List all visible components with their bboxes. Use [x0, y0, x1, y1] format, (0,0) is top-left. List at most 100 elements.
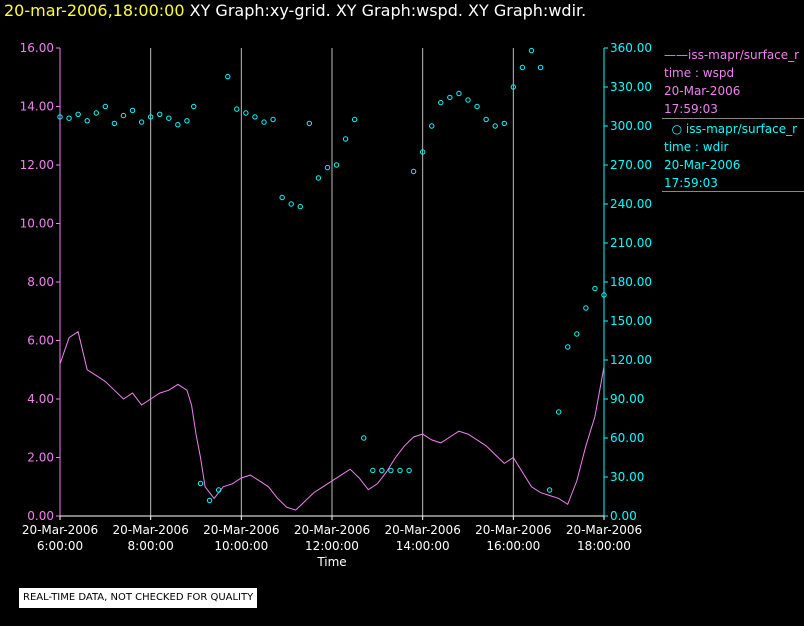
legend-wspd-variable: time : wspd — [664, 66, 735, 80]
right-axis-tick-label: 60.00 — [610, 431, 644, 445]
graph-list-label: XY Graph:xy-grid. XY Graph:wspd. XY Grap… — [189, 1, 587, 20]
series-wdir-point — [197, 480, 204, 487]
series-wdir-point — [574, 331, 580, 337]
chart-title: 20-mar-2006,18:00:00 XY Graph:xy-grid. X… — [4, 0, 586, 22]
series-wdir-point — [306, 120, 313, 127]
series-wdir-point — [288, 201, 294, 207]
legend-wdir: ○ iss-mapr/surface_r time : wdir 20-Mar-… — [664, 120, 804, 192]
series-wdir-point — [419, 149, 426, 155]
right-axis-tick-label: 90.00 — [610, 392, 644, 406]
series-wdir-point — [438, 99, 444, 106]
series-wdir-point — [93, 110, 99, 116]
series-wdir-point — [406, 467, 412, 474]
right-axis-tick-label: 0.00 — [610, 509, 637, 523]
series-wdir-point — [537, 64, 544, 71]
series-wdir-point — [342, 136, 349, 142]
series-wdir-point — [252, 114, 258, 120]
series-wdir-point — [492, 123, 498, 129]
series-wdir-point — [191, 103, 197, 110]
series-wdir-point — [157, 111, 163, 118]
x-tick-date-label: 20-Mar-2006 — [384, 523, 460, 537]
series-wdir-point — [324, 164, 331, 171]
series-wdir-point — [501, 120, 507, 127]
series-wdir-point — [351, 116, 358, 123]
legend-wspd-name: ——iss-mapr/surface_r — [664, 48, 800, 62]
series-wdir-point — [474, 103, 480, 110]
left-axis-tick-label: 16.00 — [20, 41, 54, 55]
left-axis-tick-label: 10.00 — [20, 217, 54, 231]
x-tick-date-label: 20-Mar-2006 — [203, 523, 279, 537]
legend-wspd-date: 20-Mar-2006 — [664, 84, 741, 98]
legend-divider — [662, 118, 804, 119]
series-wdir-point — [225, 73, 231, 80]
series-wdir-point — [175, 122, 181, 128]
series-wspd-line — [59, 330, 605, 511]
series-wdir-point — [483, 116, 489, 123]
series-wdir-point — [601, 292, 607, 298]
series-wdir-point — [583, 305, 589, 311]
x-tick-date-label: 20-Mar-2006 — [566, 523, 642, 537]
right-axis-tick-label: 120.00 — [610, 353, 652, 367]
series-wdir-point — [429, 123, 435, 129]
legend-wspd-time: 17:59:03 — [664, 102, 718, 116]
series-wdir-point — [370, 467, 376, 474]
right-axis-tick-label: 240.00 — [610, 197, 652, 211]
series-wdir-point — [519, 64, 526, 71]
series-wdir-point — [510, 84, 517, 90]
right-axis-tick-label: 30.00 — [610, 470, 644, 484]
right-axis-tick-label: 210.00 — [610, 236, 652, 250]
x-tick-date-label: 20-Mar-2006 — [475, 523, 551, 537]
x-axis-label: Time — [316, 555, 346, 569]
series-wdir-point — [102, 103, 109, 110]
series-wdir-point — [234, 106, 240, 112]
series-wdir-point — [261, 119, 267, 125]
x-tick-time-label: 14:00:00 — [396, 539, 450, 553]
x-tick-date-label: 20-Mar-2006 — [22, 523, 98, 537]
series-wdir-point — [147, 114, 154, 120]
series-wdir-point — [565, 344, 571, 350]
series-wdir-point — [206, 497, 213, 504]
series-wdir-point — [243, 110, 249, 116]
left-axis-tick-label: 14.00 — [20, 100, 54, 114]
series-wdir-point — [546, 487, 553, 493]
x-tick-date-label: 20-Mar-2006 — [294, 523, 370, 537]
series-wdir-point — [57, 114, 63, 120]
series-wdir-point — [388, 467, 394, 474]
series-wdir-point — [361, 435, 367, 441]
left-axis-tick-label: 12.00 — [20, 158, 54, 172]
x-tick-date-label: 20-Mar-2006 — [112, 523, 188, 537]
x-tick-time-label: 6:00:00 — [37, 539, 83, 553]
right-axis-tick-label: 330.00 — [610, 80, 652, 94]
series-wdir-point — [184, 118, 190, 124]
series-wdir-point — [120, 112, 127, 119]
series-wdir-point — [166, 115, 172, 121]
legend-wspd: ——iss-mapr/surface_r time : wspd 20-Mar-… — [664, 46, 804, 118]
legend-wdir-time: 17:59:03 — [664, 176, 718, 190]
x-tick-time-label: 18:00:00 — [577, 539, 631, 553]
legend-wdir-name: ○ iss-mapr/surface_r — [664, 122, 798, 136]
series-wdir-point — [270, 116, 276, 123]
left-axis-tick-label: 2.00 — [27, 451, 54, 465]
right-axis-tick-label: 360.00 — [610, 41, 652, 55]
series-wdir-point — [333, 162, 340, 168]
series-wdir-point — [555, 409, 562, 415]
series-wdir-point — [456, 90, 462, 97]
series-wdir-point — [75, 111, 81, 118]
legend-divider — [662, 191, 804, 192]
series-wdir-point — [447, 94, 453, 101]
series-wdir-point — [297, 203, 303, 210]
x-tick-time-label: 8:00:00 — [128, 539, 174, 553]
left-axis-tick-label: 4.00 — [27, 392, 54, 406]
legend-wdir-variable: time : wdir — [664, 140, 729, 154]
series-wdir-point — [215, 487, 222, 493]
series-wdir-point — [84, 118, 90, 124]
right-axis-tick-label: 300.00 — [610, 119, 652, 133]
right-axis-tick-label: 270.00 — [610, 158, 652, 172]
series-wdir-point — [397, 467, 403, 474]
legend-wdir-date: 20-Mar-2006 — [664, 158, 741, 172]
right-axis-tick-label: 180.00 — [610, 275, 652, 289]
series-wdir-point — [410, 168, 417, 175]
timestamp-label: 20-mar-2006,18:00:00 — [4, 1, 185, 20]
x-tick-time-label: 10:00:00 — [214, 539, 268, 553]
